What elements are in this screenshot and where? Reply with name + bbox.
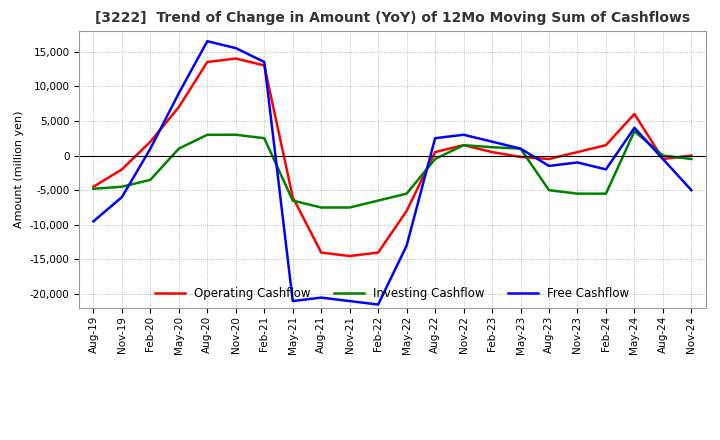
- Investing Cashflow: [459, 143, 468, 148]
- Free Cashflow: [545, 163, 554, 169]
- Investing Cashflow: [174, 146, 183, 151]
- Free Cashflow: [459, 132, 468, 137]
- Operating Cashflow: [630, 111, 639, 117]
- Investing Cashflow: [545, 187, 554, 193]
- Free Cashflow: [232, 45, 240, 51]
- Operating Cashflow: [487, 150, 496, 155]
- Operating Cashflow: [573, 150, 582, 155]
- Free Cashflow: [431, 136, 439, 141]
- Free Cashflow: [317, 295, 325, 300]
- Free Cashflow: [174, 91, 183, 96]
- Investing Cashflow: [402, 191, 411, 196]
- Investing Cashflow: [630, 128, 639, 134]
- Title: [3222]  Trend of Change in Amount (YoY) of 12Mo Moving Sum of Cashflows: [3222] Trend of Change in Amount (YoY) o…: [95, 11, 690, 26]
- Investing Cashflow: [374, 198, 382, 203]
- Operating Cashflow: [459, 143, 468, 148]
- Operating Cashflow: [146, 139, 155, 144]
- Investing Cashflow: [659, 153, 667, 158]
- Investing Cashflow: [89, 186, 98, 191]
- Free Cashflow: [89, 219, 98, 224]
- Operating Cashflow: [89, 184, 98, 189]
- Free Cashflow: [659, 156, 667, 161]
- Investing Cashflow: [260, 136, 269, 141]
- Free Cashflow: [402, 243, 411, 248]
- Operating Cashflow: [602, 143, 611, 148]
- Free Cashflow: [487, 139, 496, 144]
- Free Cashflow: [117, 194, 126, 200]
- Operating Cashflow: [117, 167, 126, 172]
- Investing Cashflow: [317, 205, 325, 210]
- Line: Operating Cashflow: Operating Cashflow: [94, 59, 691, 256]
- Free Cashflow: [687, 187, 696, 193]
- Operating Cashflow: [431, 150, 439, 155]
- Operating Cashflow: [232, 56, 240, 61]
- Investing Cashflow: [146, 177, 155, 183]
- Investing Cashflow: [573, 191, 582, 196]
- Free Cashflow: [146, 146, 155, 151]
- Operating Cashflow: [260, 63, 269, 68]
- Investing Cashflow: [117, 184, 126, 189]
- Free Cashflow: [346, 298, 354, 304]
- Legend: Operating Cashflow, Investing Cashflow, Free Cashflow: Operating Cashflow, Investing Cashflow, …: [150, 282, 634, 305]
- Operating Cashflow: [545, 156, 554, 161]
- Investing Cashflow: [203, 132, 212, 137]
- Operating Cashflow: [659, 156, 667, 161]
- Investing Cashflow: [346, 205, 354, 210]
- Operating Cashflow: [174, 104, 183, 110]
- Investing Cashflow: [487, 145, 496, 150]
- Free Cashflow: [289, 298, 297, 304]
- Operating Cashflow: [687, 153, 696, 158]
- Operating Cashflow: [346, 253, 354, 259]
- Operating Cashflow: [516, 154, 525, 160]
- Operating Cashflow: [289, 194, 297, 200]
- Free Cashflow: [203, 39, 212, 44]
- Investing Cashflow: [602, 191, 611, 196]
- Free Cashflow: [573, 160, 582, 165]
- Investing Cashflow: [687, 156, 696, 161]
- Y-axis label: Amount (million yen): Amount (million yen): [14, 110, 24, 228]
- Investing Cashflow: [516, 146, 525, 151]
- Line: Free Cashflow: Free Cashflow: [94, 41, 691, 304]
- Free Cashflow: [630, 125, 639, 130]
- Investing Cashflow: [232, 132, 240, 137]
- Free Cashflow: [374, 302, 382, 307]
- Investing Cashflow: [289, 198, 297, 203]
- Operating Cashflow: [402, 209, 411, 214]
- Line: Investing Cashflow: Investing Cashflow: [94, 131, 691, 208]
- Free Cashflow: [516, 146, 525, 151]
- Free Cashflow: [602, 167, 611, 172]
- Operating Cashflow: [374, 250, 382, 255]
- Investing Cashflow: [431, 156, 439, 161]
- Operating Cashflow: [203, 59, 212, 65]
- Free Cashflow: [260, 59, 269, 65]
- Operating Cashflow: [317, 250, 325, 255]
